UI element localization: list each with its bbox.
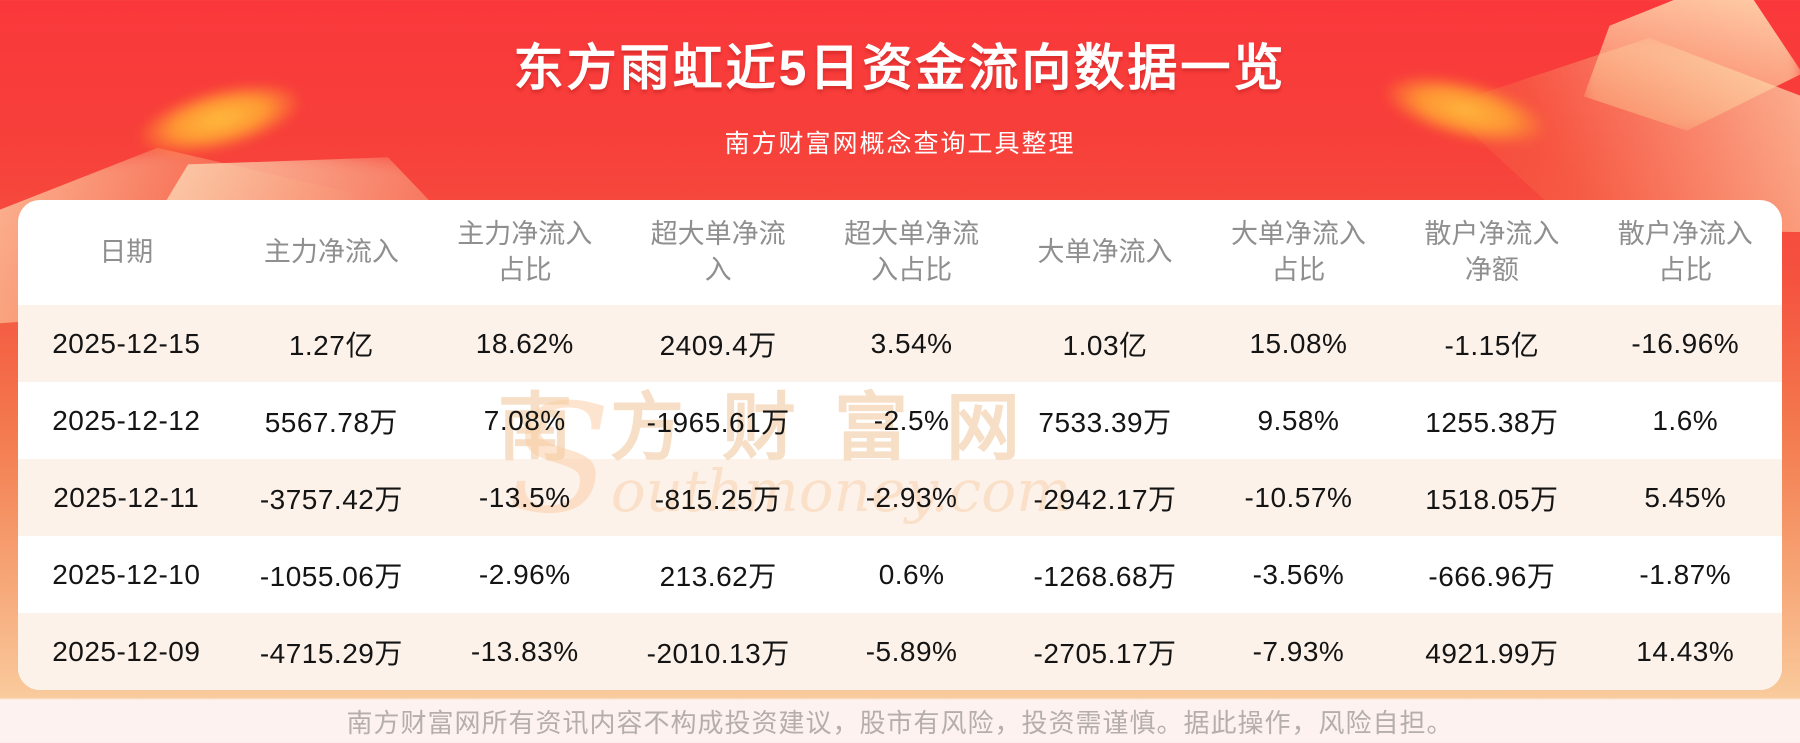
fund-flow-table-card: 南方财富网 Southmoney.com 日期 主力净流入 主力净流入占比 超大单净流… (18, 200, 1782, 690)
column-header: 超大单净流入占比 (844, 219, 980, 285)
value-cell: -13.5% (478, 481, 571, 513)
value-cell: 0.6% (878, 558, 945, 590)
column-header: 主力净流入 (263, 236, 399, 267)
value-cell: 15.08% (1249, 327, 1348, 359)
column-header: 大单净流入 (1037, 236, 1173, 267)
value-cell: -1055.06万 (259, 560, 403, 592)
value-cell: 18.62% (475, 327, 574, 359)
value-cell: 1255.38万 (1425, 406, 1559, 438)
value-cell: 5.45% (1644, 481, 1727, 513)
table-body: 2025-12-15 1.27亿 18.62% 2409.4万 3.54% 1.03亿 15… (18, 305, 1782, 690)
column-header: 主力净流入占比 (457, 219, 593, 285)
value-cell: 1.6% (1652, 404, 1719, 436)
value-cell: -13.83% (470, 635, 579, 667)
disclaimer-text: 南方财富网所有资讯内容不构成投资建议，股市有风险，投资需谨慎。据此操作，风险自担… (346, 708, 1454, 738)
value-cell: 7533.39万 (1038, 406, 1172, 438)
value-cell: -1965.61万 (646, 406, 790, 438)
value-cell: -7.93% (1252, 635, 1345, 667)
table-row: 2025-12-11 -3757.42万 -13.5% -815.25万 -2.93% -… (18, 459, 1782, 536)
column-header: 散户净流入占比 (1617, 219, 1753, 285)
date-cell: 2025-12-09 (52, 635, 201, 667)
table-row: 2025-12-12 5567.78万 7.08% -1965.61万 -2.5% 753… (18, 382, 1782, 459)
value-cell: 2409.4万 (659, 329, 777, 361)
date-cell: 2025-12-11 (53, 481, 200, 513)
value-cell: -2942.17万 (1033, 483, 1177, 515)
value-cell: 14.43% (1636, 635, 1735, 667)
value-cell: 7.08% (483, 404, 566, 436)
table-row: 2025-12-09 -4715.29万 -13.83% -2010.13万 -5.89… (18, 613, 1782, 690)
page-subtitle: 南方财富网概念查询工具整理 (724, 130, 1076, 158)
value-cell: 3.54% (870, 327, 953, 359)
date-cell: 2025-12-15 (52, 327, 201, 359)
value-cell: -1.15亿 (1444, 329, 1540, 361)
column-header: 超大单净流入 (650, 219, 786, 285)
page-header: 东方雨虹近5日资金流向数据一览 南方财富网概念查询工具整理 (0, 0, 1800, 160)
value-cell: 1.27亿 (288, 329, 374, 361)
value-cell: -1.87% (1639, 558, 1732, 590)
value-cell: -3757.42万 (259, 483, 403, 515)
column-header: 日期 (99, 236, 154, 267)
value-cell: 4921.99万 (1425, 637, 1559, 669)
value-cell: -815.25万 (654, 483, 782, 515)
value-cell: -2010.13万 (646, 637, 790, 669)
value-cell: -3.56% (1252, 558, 1345, 590)
value-cell: 9.58% (1257, 404, 1340, 436)
column-header: 散户净流入净额 (1424, 219, 1560, 285)
table-row: 2025-12-10 -1055.06万 -2.96% 213.62万 0.6% -126… (18, 536, 1782, 613)
value-cell: -16.96% (1631, 327, 1740, 359)
date-cell: 2025-12-10 (52, 558, 201, 590)
value-cell: -2705.17万 (1033, 637, 1177, 669)
value-cell: -4715.29万 (259, 637, 403, 669)
value-cell: -2.5% (873, 404, 950, 436)
value-cell: 1518.05万 (1425, 483, 1559, 515)
table-header-row: 日期 主力净流入 主力净流入占比 超大单净流入 超大单净流入占比 大单净流入 大单净流入占比… (18, 200, 1782, 305)
value-cell: -2.93% (865, 481, 958, 513)
date-cell: 2025-12-12 (52, 404, 201, 436)
value-cell: -10.57% (1244, 481, 1353, 513)
value-cell: -2.96% (478, 558, 571, 590)
page-title: 东方雨虹近5日资金流向数据一览 (513, 40, 1287, 96)
column-header: 大单净流入占比 (1230, 219, 1366, 285)
value-cell: -1268.68万 (1033, 560, 1177, 592)
value-cell: -5.89% (865, 635, 958, 667)
value-cell: -666.96万 (1428, 560, 1556, 592)
table-row: 2025-12-15 1.27亿 18.62% 2409.4万 3.54% 1.03亿 15… (18, 305, 1782, 382)
value-cell: 5567.78万 (264, 406, 398, 438)
value-cell: 1.03亿 (1062, 329, 1148, 361)
value-cell: 213.62万 (659, 560, 777, 592)
